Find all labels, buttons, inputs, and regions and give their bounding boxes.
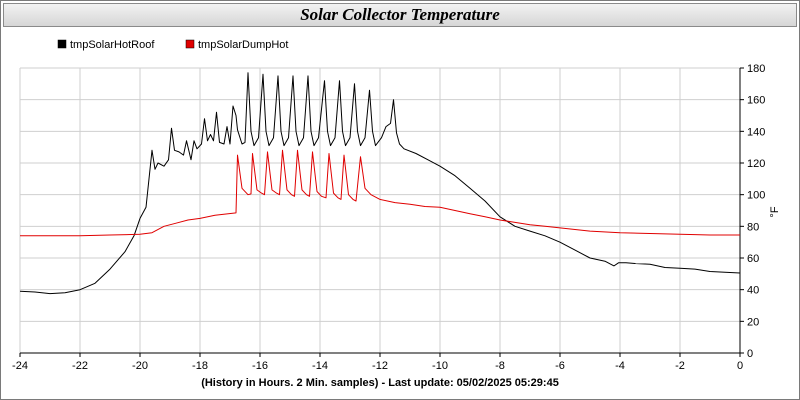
y-tick-label: 100 — [747, 190, 765, 202]
chart-title-bar: Solar Collector Temperature — [3, 3, 797, 27]
legend-label-0: tmpSolarHotRoof — [70, 39, 155, 51]
y-tick-label: 120 — [747, 158, 765, 170]
x-tick-label: 0 — [737, 360, 743, 372]
legend: tmpSolarHotRoof tmpSolarDumpHot — [57, 39, 288, 51]
y-tick-label: 80 — [747, 221, 759, 233]
series-lines — [19, 72, 741, 295]
chart-title: Solar Collector Temperature — [300, 5, 500, 24]
x-axis-label: (History in Hours. 2 Min. samples) - Las… — [201, 377, 559, 389]
y-tick-label: 20 — [747, 316, 759, 328]
x-tick-label: -22 — [72, 360, 88, 372]
x-tick-label: -4 — [615, 360, 625, 372]
x-tick-label: -20 — [132, 360, 148, 372]
series-line-1 — [20, 149, 740, 237]
x-tick-label: -10 — [432, 360, 448, 372]
y-tick-label: 60 — [747, 253, 759, 265]
y-tick-label: 160 — [747, 95, 765, 107]
y-axis-label: °F — [769, 206, 781, 217]
x-tick-label: -14 — [312, 360, 328, 372]
x-tick-label: -12 — [372, 360, 388, 372]
legend-swatch-1 — [185, 39, 195, 49]
x-tick-label: -24 — [12, 360, 28, 372]
grid-lines — [19, 67, 741, 354]
legend-label-1: tmpSolarDumpHot — [198, 39, 288, 51]
x-tick-label: -2 — [675, 360, 685, 372]
y-tick-label: 40 — [747, 285, 759, 297]
x-tick-label: -8 — [495, 360, 505, 372]
y-tick-label: 0 — [747, 348, 753, 360]
y-tick-label: 140 — [747, 126, 765, 138]
x-tick-label: -16 — [252, 360, 268, 372]
x-tick-label: -18 — [192, 360, 208, 372]
legend-swatch-0 — [57, 39, 67, 49]
y-tick-label: 180 — [747, 63, 765, 75]
x-tick-label: -6 — [555, 360, 565, 372]
